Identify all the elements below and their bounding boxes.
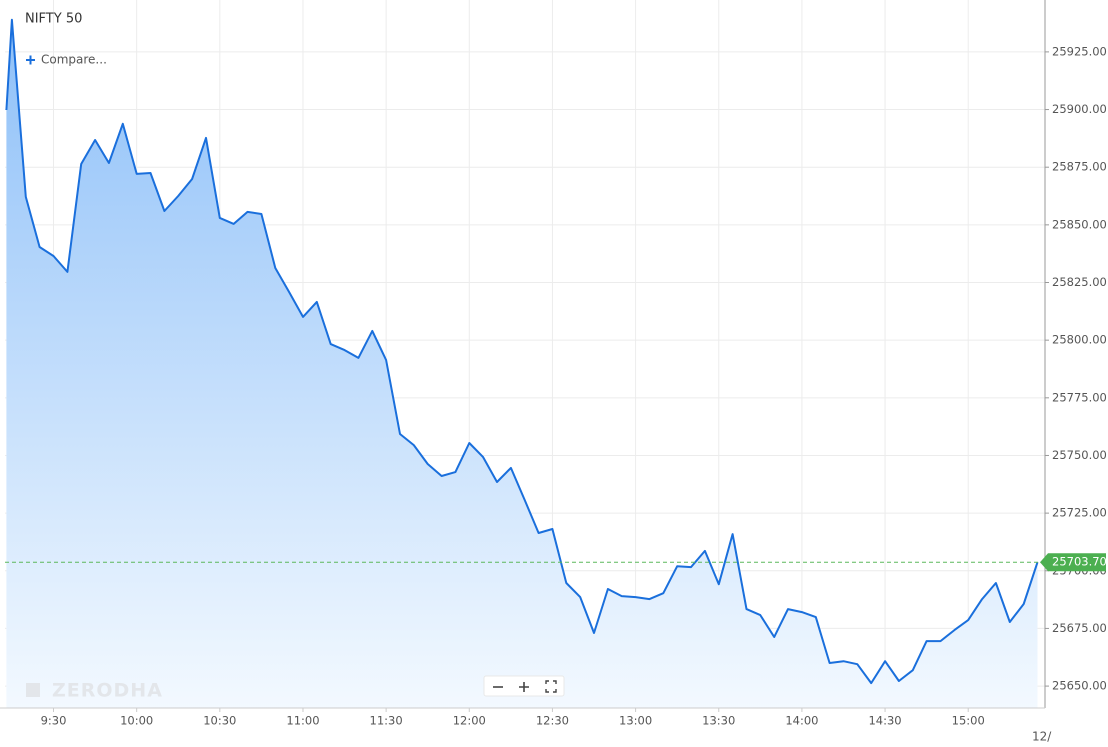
x-tick-label: 13:30 [702, 714, 735, 728]
x-edge-label: 12/ [1032, 730, 1052, 744]
y-tick-label: 25925.00 [1052, 44, 1107, 58]
x-tick-label: 10:00 [120, 714, 153, 728]
y-tick-label: 25900.00 [1052, 102, 1107, 116]
y-tick-label: 25800.00 [1052, 333, 1107, 347]
x-tick-label: 14:30 [868, 714, 901, 728]
zoom-controls [483, 675, 565, 697]
y-tick-label: 25750.00 [1052, 448, 1107, 462]
plus-icon [26, 55, 35, 65]
last-price-badge [1040, 553, 1106, 572]
y-tick-label: 25650.00 [1052, 679, 1107, 693]
watermark: ZERODHA [26, 680, 163, 702]
fullscreen[interactable] [545, 680, 557, 693]
x-tick-label: 10:30 [203, 714, 236, 728]
x-tick-label: 11:30 [370, 714, 403, 728]
plot [5, 18, 1039, 709]
y-tick-label: 25675.00 [1052, 621, 1107, 635]
compare-button[interactable]: Compare... [26, 53, 107, 67]
y-tick-label: 25825.00 [1052, 275, 1107, 289]
area [6, 19, 1038, 709]
line [5, 18, 1039, 685]
x-tick-label: 14:00 [785, 714, 818, 728]
x-tick-label: 15:00 [952, 714, 985, 728]
zoom-in[interactable] [519, 682, 529, 692]
compare-label[interactable]: Compare... [41, 53, 107, 67]
x-tick-label: 11:00 [286, 714, 319, 728]
chart-title: NIFTY 50 [25, 12, 82, 27]
x-tick-label: 12:00 [453, 714, 486, 728]
y-tick-label: 25875.00 [1052, 160, 1107, 174]
y-tick-label: 25775.00 [1052, 390, 1107, 404]
watermark-text: ZERODHA [52, 680, 163, 702]
x-tick-label: 12:30 [536, 714, 569, 728]
last-price-label: 25703.70 [1052, 555, 1107, 569]
y-tick-label: 25725.00 [1052, 506, 1107, 520]
x-tick-label: 9:30 [41, 714, 67, 728]
x-tick-label: 13:00 [619, 714, 652, 728]
watermark-logo [26, 683, 40, 697]
y-tick-label: 25850.00 [1052, 217, 1107, 231]
